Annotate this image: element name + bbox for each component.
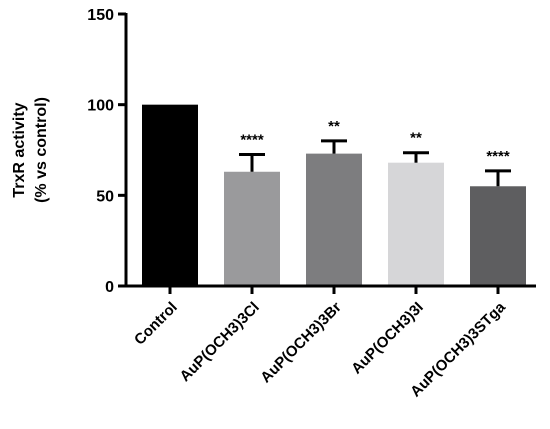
y-axis: 0 50 100 150	[87, 7, 128, 296]
y-axis-title: TrxR activity (% vs control)	[11, 97, 50, 203]
y-axis-title-line-1: TrxR activity	[11, 102, 28, 197]
y-axis-title-line-2: (% vs control)	[33, 97, 50, 203]
bar-4	[470, 186, 526, 286]
y-tick-label: 150	[87, 7, 114, 24]
bar-2	[306, 153, 362, 286]
significance-label: **	[410, 130, 422, 147]
bars-group	[142, 104, 526, 287]
x-tick-label: AuP(OCH3)3Br	[257, 299, 345, 387]
significance-label: ****	[240, 132, 264, 149]
significance-group: ************	[240, 118, 510, 165]
bar-0	[142, 104, 198, 287]
bar-1	[224, 171, 280, 286]
x-tick-label: AuP(OCH3)3Cl	[177, 299, 263, 385]
error-bars-group	[239, 139, 511, 187]
significance-label: ****	[486, 148, 510, 165]
x-tick-label: AuP(OCH3)3I	[348, 299, 427, 378]
x-tick-label: Control	[131, 299, 181, 349]
y-tick-label: 0	[105, 279, 114, 296]
bar-3	[388, 162, 444, 286]
y-tick-label: 100	[87, 98, 114, 115]
y-tick-label: 50	[96, 188, 114, 205]
significance-label: **	[328, 118, 340, 135]
